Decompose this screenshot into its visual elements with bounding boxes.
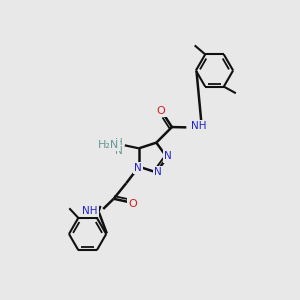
- Text: O: O: [128, 199, 137, 209]
- Text: O: O: [157, 106, 166, 116]
- Text: N: N: [164, 151, 172, 161]
- Text: NH: NH: [190, 122, 206, 131]
- Text: N: N: [154, 167, 162, 177]
- Text: N: N: [115, 146, 123, 156]
- Text: H₂N: H₂N: [98, 140, 119, 150]
- Text: NH: NH: [82, 206, 98, 216]
- Text: H: H: [115, 138, 123, 148]
- Text: N: N: [134, 163, 142, 173]
